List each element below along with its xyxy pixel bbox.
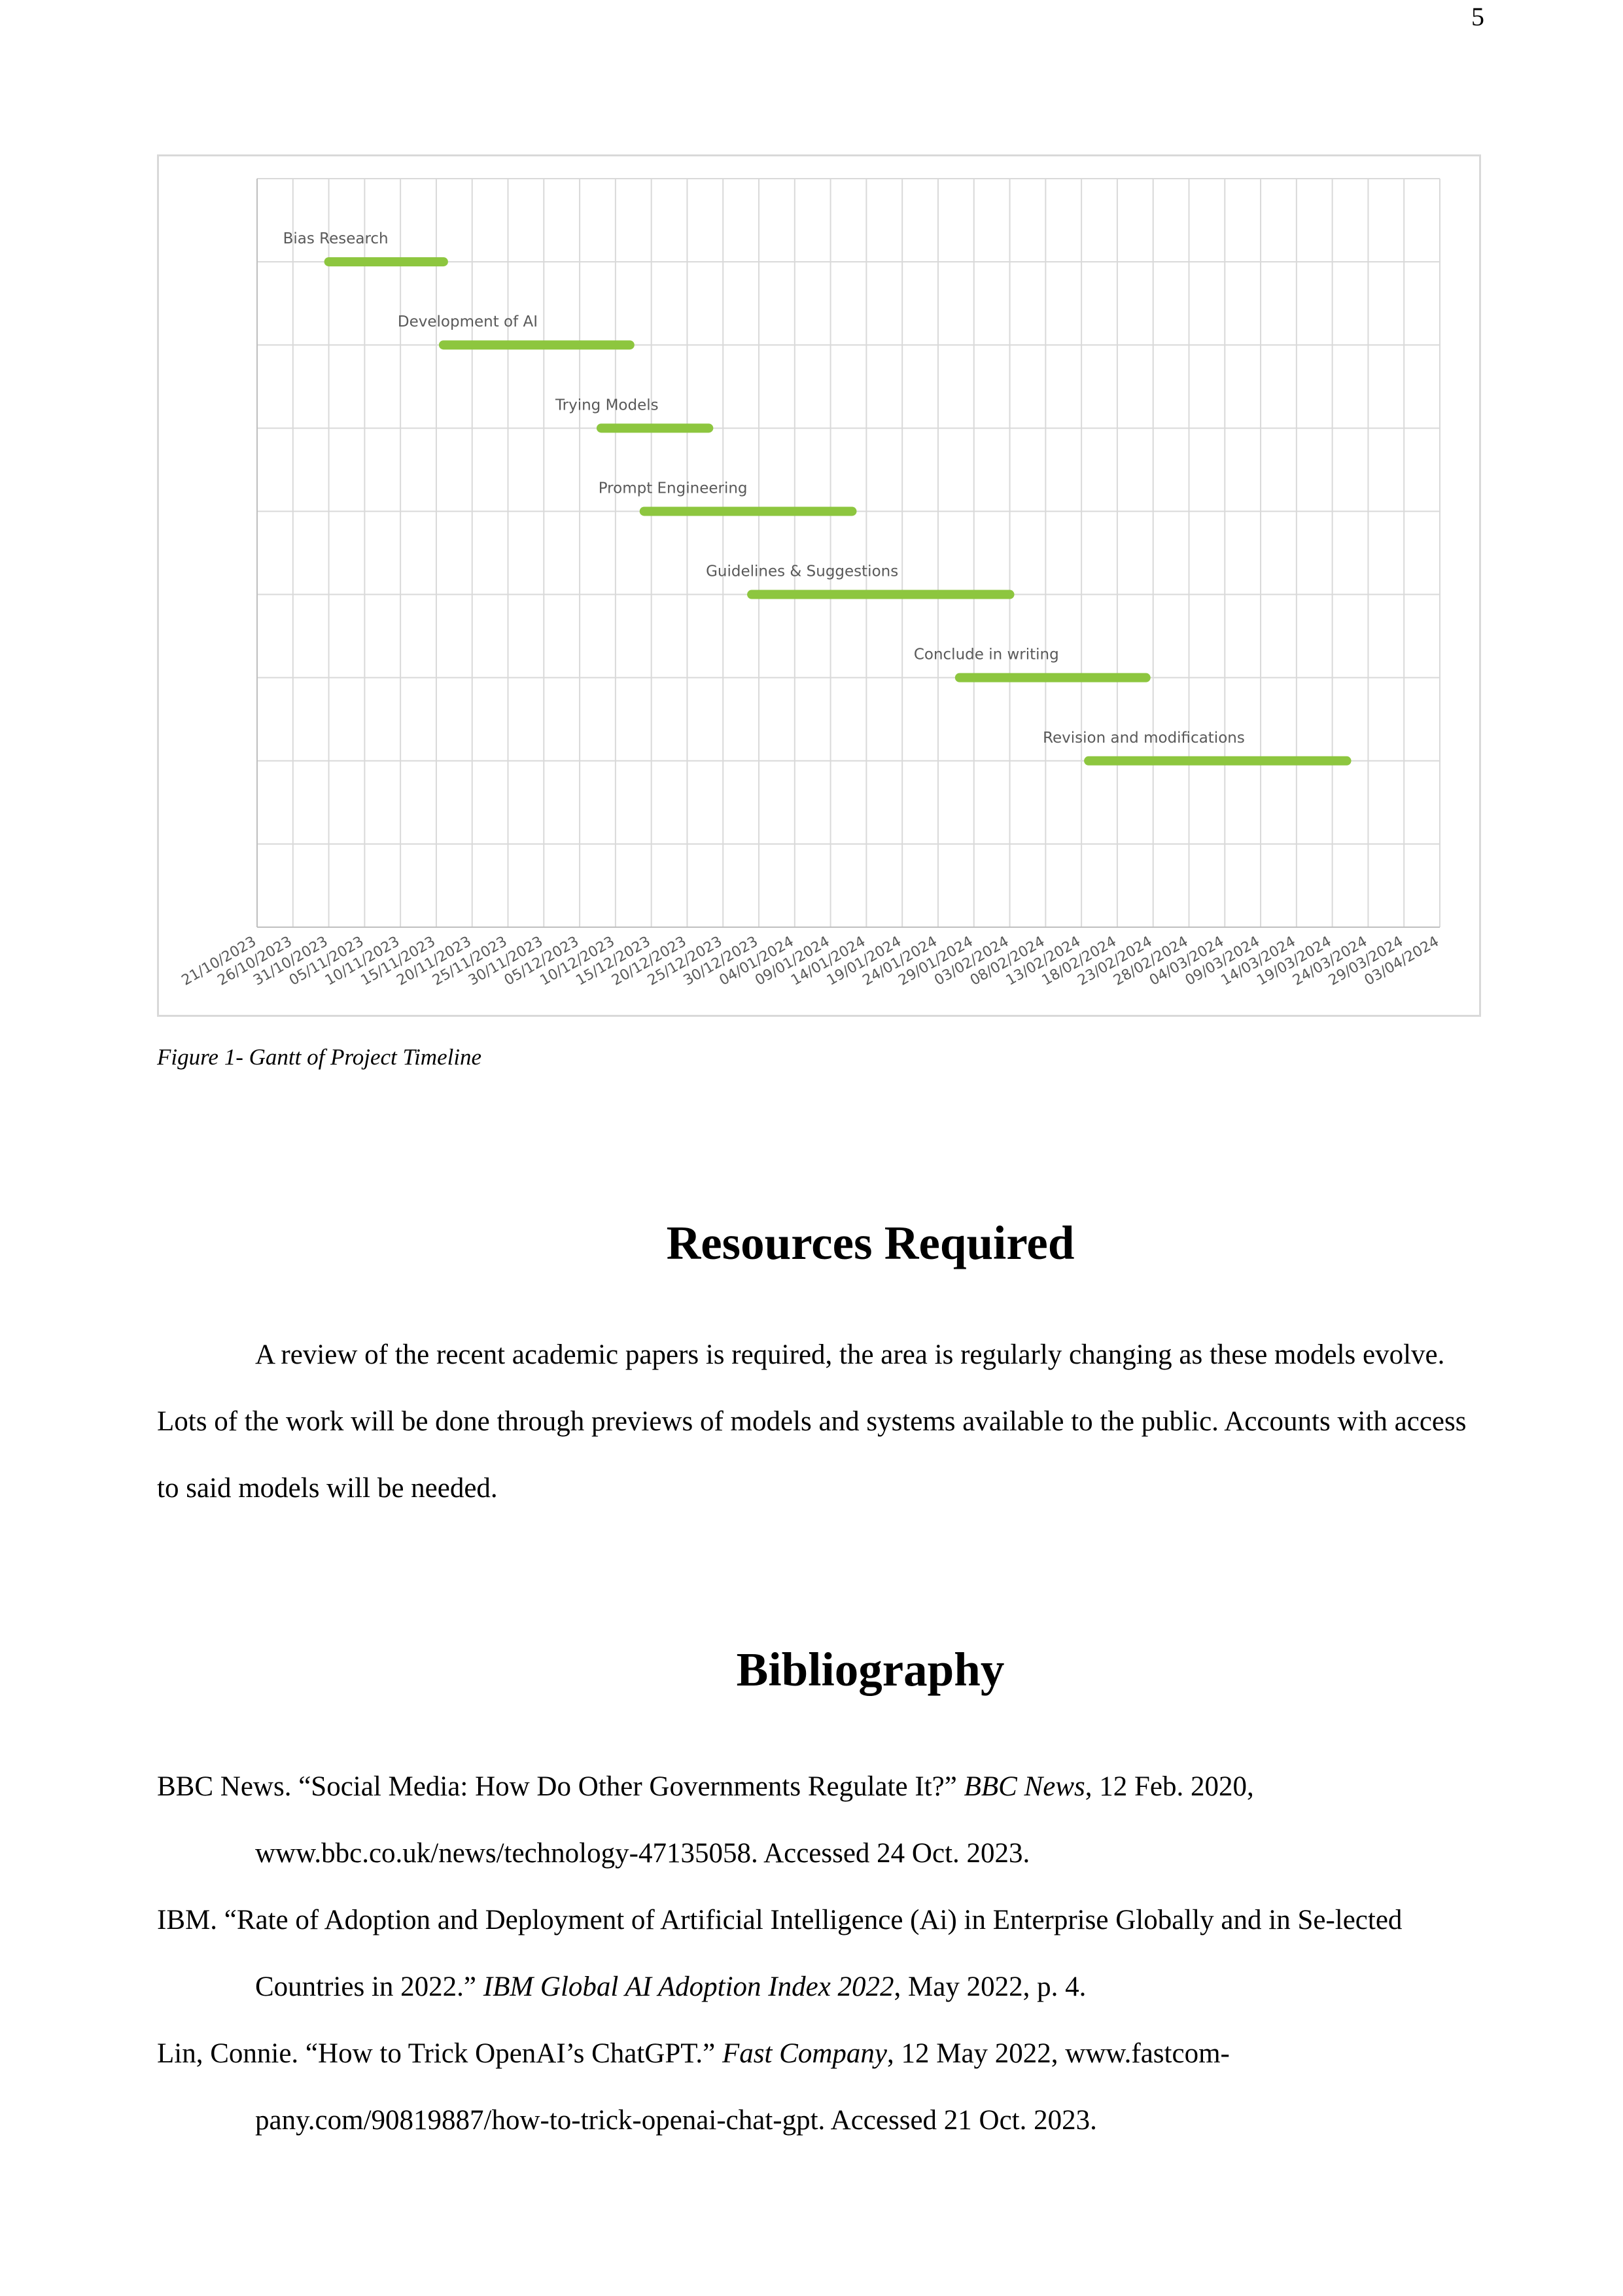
bibliography-heading: Bibliography bbox=[736, 1643, 1005, 1696]
gantt-chart: Bias Research Development of AI Trying Mod… bbox=[179, 178, 1442, 989]
bibliography-entry: IBM. “Rate of Adoption and Deployment of… bbox=[157, 1887, 1472, 2021]
bibliography-entry: Lin, Connie. “How to Trick OpenAI’s Chat… bbox=[157, 2021, 1472, 2154]
task-label: Development of AI bbox=[398, 313, 538, 330]
task-label: Guidelines & Suggestions bbox=[706, 563, 898, 580]
task-label: Bias Research bbox=[283, 230, 389, 247]
gantt-figure: Bias Research Development of AI Trying Mod… bbox=[157, 154, 1481, 1017]
entry-text: BBC News. “Social Media: How Do Other Go… bbox=[157, 1771, 964, 1802]
entry-details: , 12 May 2022, www.fastcom-pany.com/9081… bbox=[255, 2038, 1230, 2136]
figure-caption: Figure 1- Gantt of Project Timeline bbox=[157, 1044, 482, 1070]
entry-details: , 12 Feb. 2020, www.bbc.co.uk/news/techn… bbox=[255, 1771, 1254, 1869]
entry-text: IBM. “Rate of Adoption and Deployment of… bbox=[157, 1905, 1403, 2002]
bibliography-entry: BBC News. “Social Media: How Do Other Go… bbox=[157, 1754, 1472, 1887]
resources-text: A review of the recent academic papers i… bbox=[157, 1339, 1467, 1504]
entry-source: Fast Company bbox=[722, 2038, 887, 2069]
page-number: 5 bbox=[1471, 2, 1484, 31]
resources-heading: Resources Required bbox=[666, 1216, 1075, 1269]
bibliography-list: BBC News. “Social Media: How Do Other Go… bbox=[157, 1754, 1472, 2154]
task-label: Trying Models bbox=[555, 397, 659, 414]
entry-source: IBM Global AI Adoption Index 2022 bbox=[483, 1971, 894, 2002]
task-label: Conclude in writing bbox=[914, 646, 1059, 663]
resources-paragraph: A review of the recent academic papers i… bbox=[157, 1322, 1472, 1522]
entry-source: BBC News bbox=[964, 1771, 1085, 1802]
entry-details: , May 2022, p. 4. bbox=[894, 1971, 1087, 2002]
entry-text: Lin, Connie. “How to Trick OpenAI’s Chat… bbox=[157, 2038, 722, 2069]
task-label: Revision and modifications bbox=[1043, 730, 1245, 747]
task-label: Prompt Engineering bbox=[599, 480, 748, 497]
